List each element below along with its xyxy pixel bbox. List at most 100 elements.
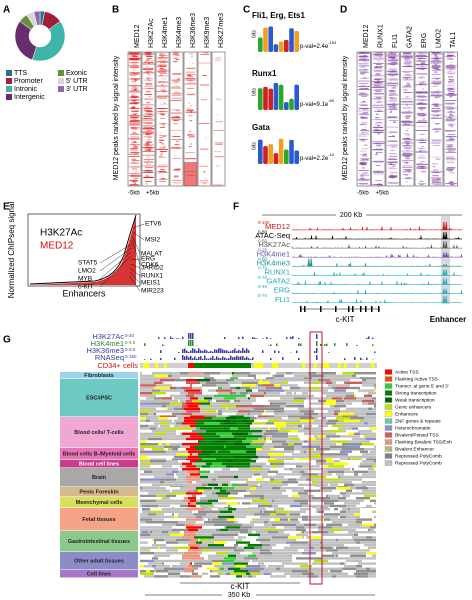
heatmap-cell: [421, 62, 426, 64]
state-cell: [346, 407, 348, 410]
heatmap-cell: [446, 167, 456, 169]
legend-swatch: [58, 70, 64, 76]
heatmap-cell: [131, 128, 138, 130]
state-cell: [248, 465, 250, 468]
exon: [352, 306, 354, 312]
state-cell: [302, 504, 316, 508]
state-cell: [248, 528, 264, 532]
state-cell: [300, 462, 310, 465]
state-cell: [206, 432, 216, 435]
state-cell: [348, 458, 350, 461]
state-cell: [194, 513, 206, 516]
state-cell: [278, 450, 294, 453]
state-cell: [296, 538, 310, 542]
state-cell: [281, 363, 284, 368]
state-cell: [336, 468, 342, 471]
state-cell: [182, 412, 192, 416]
heatmap-cell: [160, 53, 162, 55]
state-cell: [236, 497, 250, 500]
state-cell: [228, 381, 242, 384]
state-cell: [282, 562, 290, 565]
state-cell: [328, 565, 344, 568]
state-cell: [312, 481, 318, 484]
gene-pointer: [99, 247, 132, 272]
state-cell: [286, 372, 292, 375]
heatmap-cell: [402, 166, 413, 168]
state-cell: [346, 559, 362, 563]
state-cell: [220, 489, 226, 492]
track-bar: [182, 336, 184, 339]
state-cell: [226, 572, 230, 575]
state-cell: [260, 510, 262, 513]
state-cell: [178, 435, 190, 438]
track-bar: [316, 334, 318, 339]
state-cell: [344, 430, 346, 433]
state-cell: [166, 407, 168, 410]
heatmap-cell: [405, 175, 408, 177]
heatmap-cell: [448, 54, 451, 56]
state-cell: [346, 562, 348, 565]
logo-letter: [278, 84, 284, 110]
heatmap-cell: [130, 133, 140, 135]
heatmap-cell: [131, 89, 138, 91]
heatmap-cell: [435, 58, 440, 60]
heatmap-cell: [143, 71, 154, 73]
state-cell: [344, 562, 346, 565]
heatmap-cell: [133, 118, 136, 120]
gene-pointer: [132, 235, 141, 255]
state-cell: [200, 443, 202, 446]
legend-swatch: [384, 446, 393, 452]
track-bar: [328, 352, 330, 353]
state-cell: [202, 575, 210, 578]
state-cell: [318, 450, 324, 453]
track-label: MED12: [265, 222, 290, 231]
heatmap-cell: [157, 64, 167, 66]
state-cell: [260, 458, 268, 461]
heatmap-cell: [419, 134, 423, 135]
track-bar: [240, 350, 242, 353]
heatmap-cell: [157, 172, 169, 174]
heatmap-cell: [159, 132, 161, 134]
heatmap-cell: [431, 94, 442, 96]
track-bar: [220, 348, 222, 353]
state-cell: [236, 546, 244, 549]
state-cell: [164, 562, 178, 565]
state-cell: [312, 526, 318, 529]
heatmap-cell: [430, 61, 442, 63]
state-cell: [152, 483, 166, 486]
track-bar: [368, 336, 370, 339]
state-cell: [246, 437, 258, 441]
state-cell: [372, 504, 376, 508]
heatmap-cell: [147, 144, 150, 146]
state-cell: [244, 546, 254, 549]
panel-label: B: [112, 5, 119, 16]
heatmap-cell: [450, 172, 455, 174]
state-cell: [250, 497, 252, 500]
state-cell: [140, 567, 154, 570]
state-cell: [208, 544, 224, 547]
state-cell: [160, 478, 166, 481]
state-cell: [248, 412, 250, 416]
state-cell: [224, 422, 236, 425]
state-cell: [166, 544, 170, 547]
state-cell: [368, 470, 376, 473]
heatmap-cell: [415, 64, 428, 66]
heatmap-cell: [377, 125, 381, 127]
state-cell: [226, 392, 230, 395]
state-cell: [304, 427, 310, 430]
heatmap-cell: [431, 64, 441, 66]
state-cell: [182, 557, 188, 560]
heatmap-cell: [432, 103, 440, 105]
state-cell: [220, 422, 224, 425]
legend-swatch: [6, 70, 12, 76]
heatmap-cell: [446, 107, 454, 109]
state-cell: [174, 513, 178, 516]
track-range: 0-50: [258, 238, 268, 243]
logo-letter: [284, 40, 289, 52]
state-cell: [146, 515, 160, 519]
heatmap-cell: [128, 175, 141, 176]
heatmap-cell: [430, 60, 443, 62]
heatmap-cell: [389, 174, 393, 176]
heatmap-cell: [147, 88, 153, 89]
state-cell: [344, 465, 358, 468]
